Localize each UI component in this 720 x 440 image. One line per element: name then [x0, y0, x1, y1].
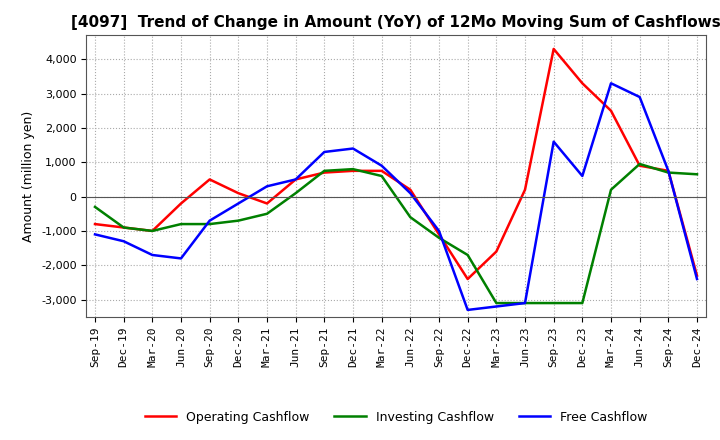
Title: [4097]  Trend of Change in Amount (YoY) of 12Mo Moving Sum of Cashflows: [4097] Trend of Change in Amount (YoY) o… [71, 15, 720, 30]
Investing Cashflow [234, 218, 243, 223]
Investing Cashflow [377, 173, 386, 179]
Free Cashflow [607, 81, 616, 86]
Free Cashflow [348, 146, 357, 151]
Line: Investing Cashflow: Investing Cashflow [95, 164, 697, 303]
Operating Cashflow [664, 168, 672, 173]
Free Cashflow [205, 218, 214, 223]
Operating Cashflow [607, 108, 616, 114]
Investing Cashflow [693, 172, 701, 177]
Operating Cashflow [234, 191, 243, 196]
Investing Cashflow [263, 211, 271, 216]
Free Cashflow [176, 256, 185, 261]
Investing Cashflow [176, 221, 185, 227]
Operating Cashflow [176, 201, 185, 206]
Free Cashflow [120, 238, 128, 244]
Investing Cashflow [549, 301, 558, 306]
Operating Cashflow [521, 187, 529, 192]
Operating Cashflow [406, 187, 415, 192]
Investing Cashflow [148, 228, 157, 234]
Free Cashflow [263, 183, 271, 189]
Free Cashflow [664, 168, 672, 173]
Investing Cashflow [91, 204, 99, 209]
Operating Cashflow [348, 168, 357, 173]
Legend: Operating Cashflow, Investing Cashflow, Free Cashflow: Operating Cashflow, Investing Cashflow, … [140, 406, 652, 429]
Investing Cashflow [320, 168, 328, 173]
Investing Cashflow [435, 235, 444, 240]
Investing Cashflow [635, 161, 644, 167]
Investing Cashflow [205, 221, 214, 227]
Operating Cashflow [120, 225, 128, 230]
Operating Cashflow [435, 232, 444, 237]
Line: Operating Cashflow: Operating Cashflow [95, 49, 697, 279]
Line: Free Cashflow: Free Cashflow [95, 83, 697, 310]
Free Cashflow [148, 253, 157, 258]
Free Cashflow [635, 94, 644, 99]
Operating Cashflow [464, 276, 472, 282]
Free Cashflow [578, 173, 587, 179]
Free Cashflow [435, 228, 444, 234]
Operating Cashflow [549, 46, 558, 51]
Operating Cashflow [492, 249, 500, 254]
Investing Cashflow [348, 166, 357, 172]
Investing Cashflow [492, 301, 500, 306]
Operating Cashflow [292, 177, 300, 182]
Free Cashflow [464, 307, 472, 312]
Investing Cashflow [578, 301, 587, 306]
Free Cashflow [377, 163, 386, 169]
Free Cashflow [320, 149, 328, 154]
Investing Cashflow [292, 191, 300, 196]
Investing Cashflow [120, 225, 128, 230]
Investing Cashflow [406, 215, 415, 220]
Investing Cashflow [664, 170, 672, 175]
Operating Cashflow [205, 177, 214, 182]
Y-axis label: Amount (million yen): Amount (million yen) [22, 110, 35, 242]
Investing Cashflow [521, 301, 529, 306]
Free Cashflow [492, 304, 500, 309]
Free Cashflow [234, 201, 243, 206]
Operating Cashflow [263, 201, 271, 206]
Operating Cashflow [377, 168, 386, 173]
Free Cashflow [91, 232, 99, 237]
Free Cashflow [549, 139, 558, 144]
Operating Cashflow [148, 228, 157, 234]
Operating Cashflow [635, 163, 644, 169]
Operating Cashflow [578, 81, 587, 86]
Free Cashflow [406, 191, 415, 196]
Operating Cashflow [91, 221, 99, 227]
Free Cashflow [292, 177, 300, 182]
Operating Cashflow [693, 273, 701, 278]
Free Cashflow [521, 301, 529, 306]
Investing Cashflow [464, 253, 472, 258]
Investing Cashflow [607, 187, 616, 192]
Operating Cashflow [320, 170, 328, 175]
Free Cashflow [693, 276, 701, 282]
